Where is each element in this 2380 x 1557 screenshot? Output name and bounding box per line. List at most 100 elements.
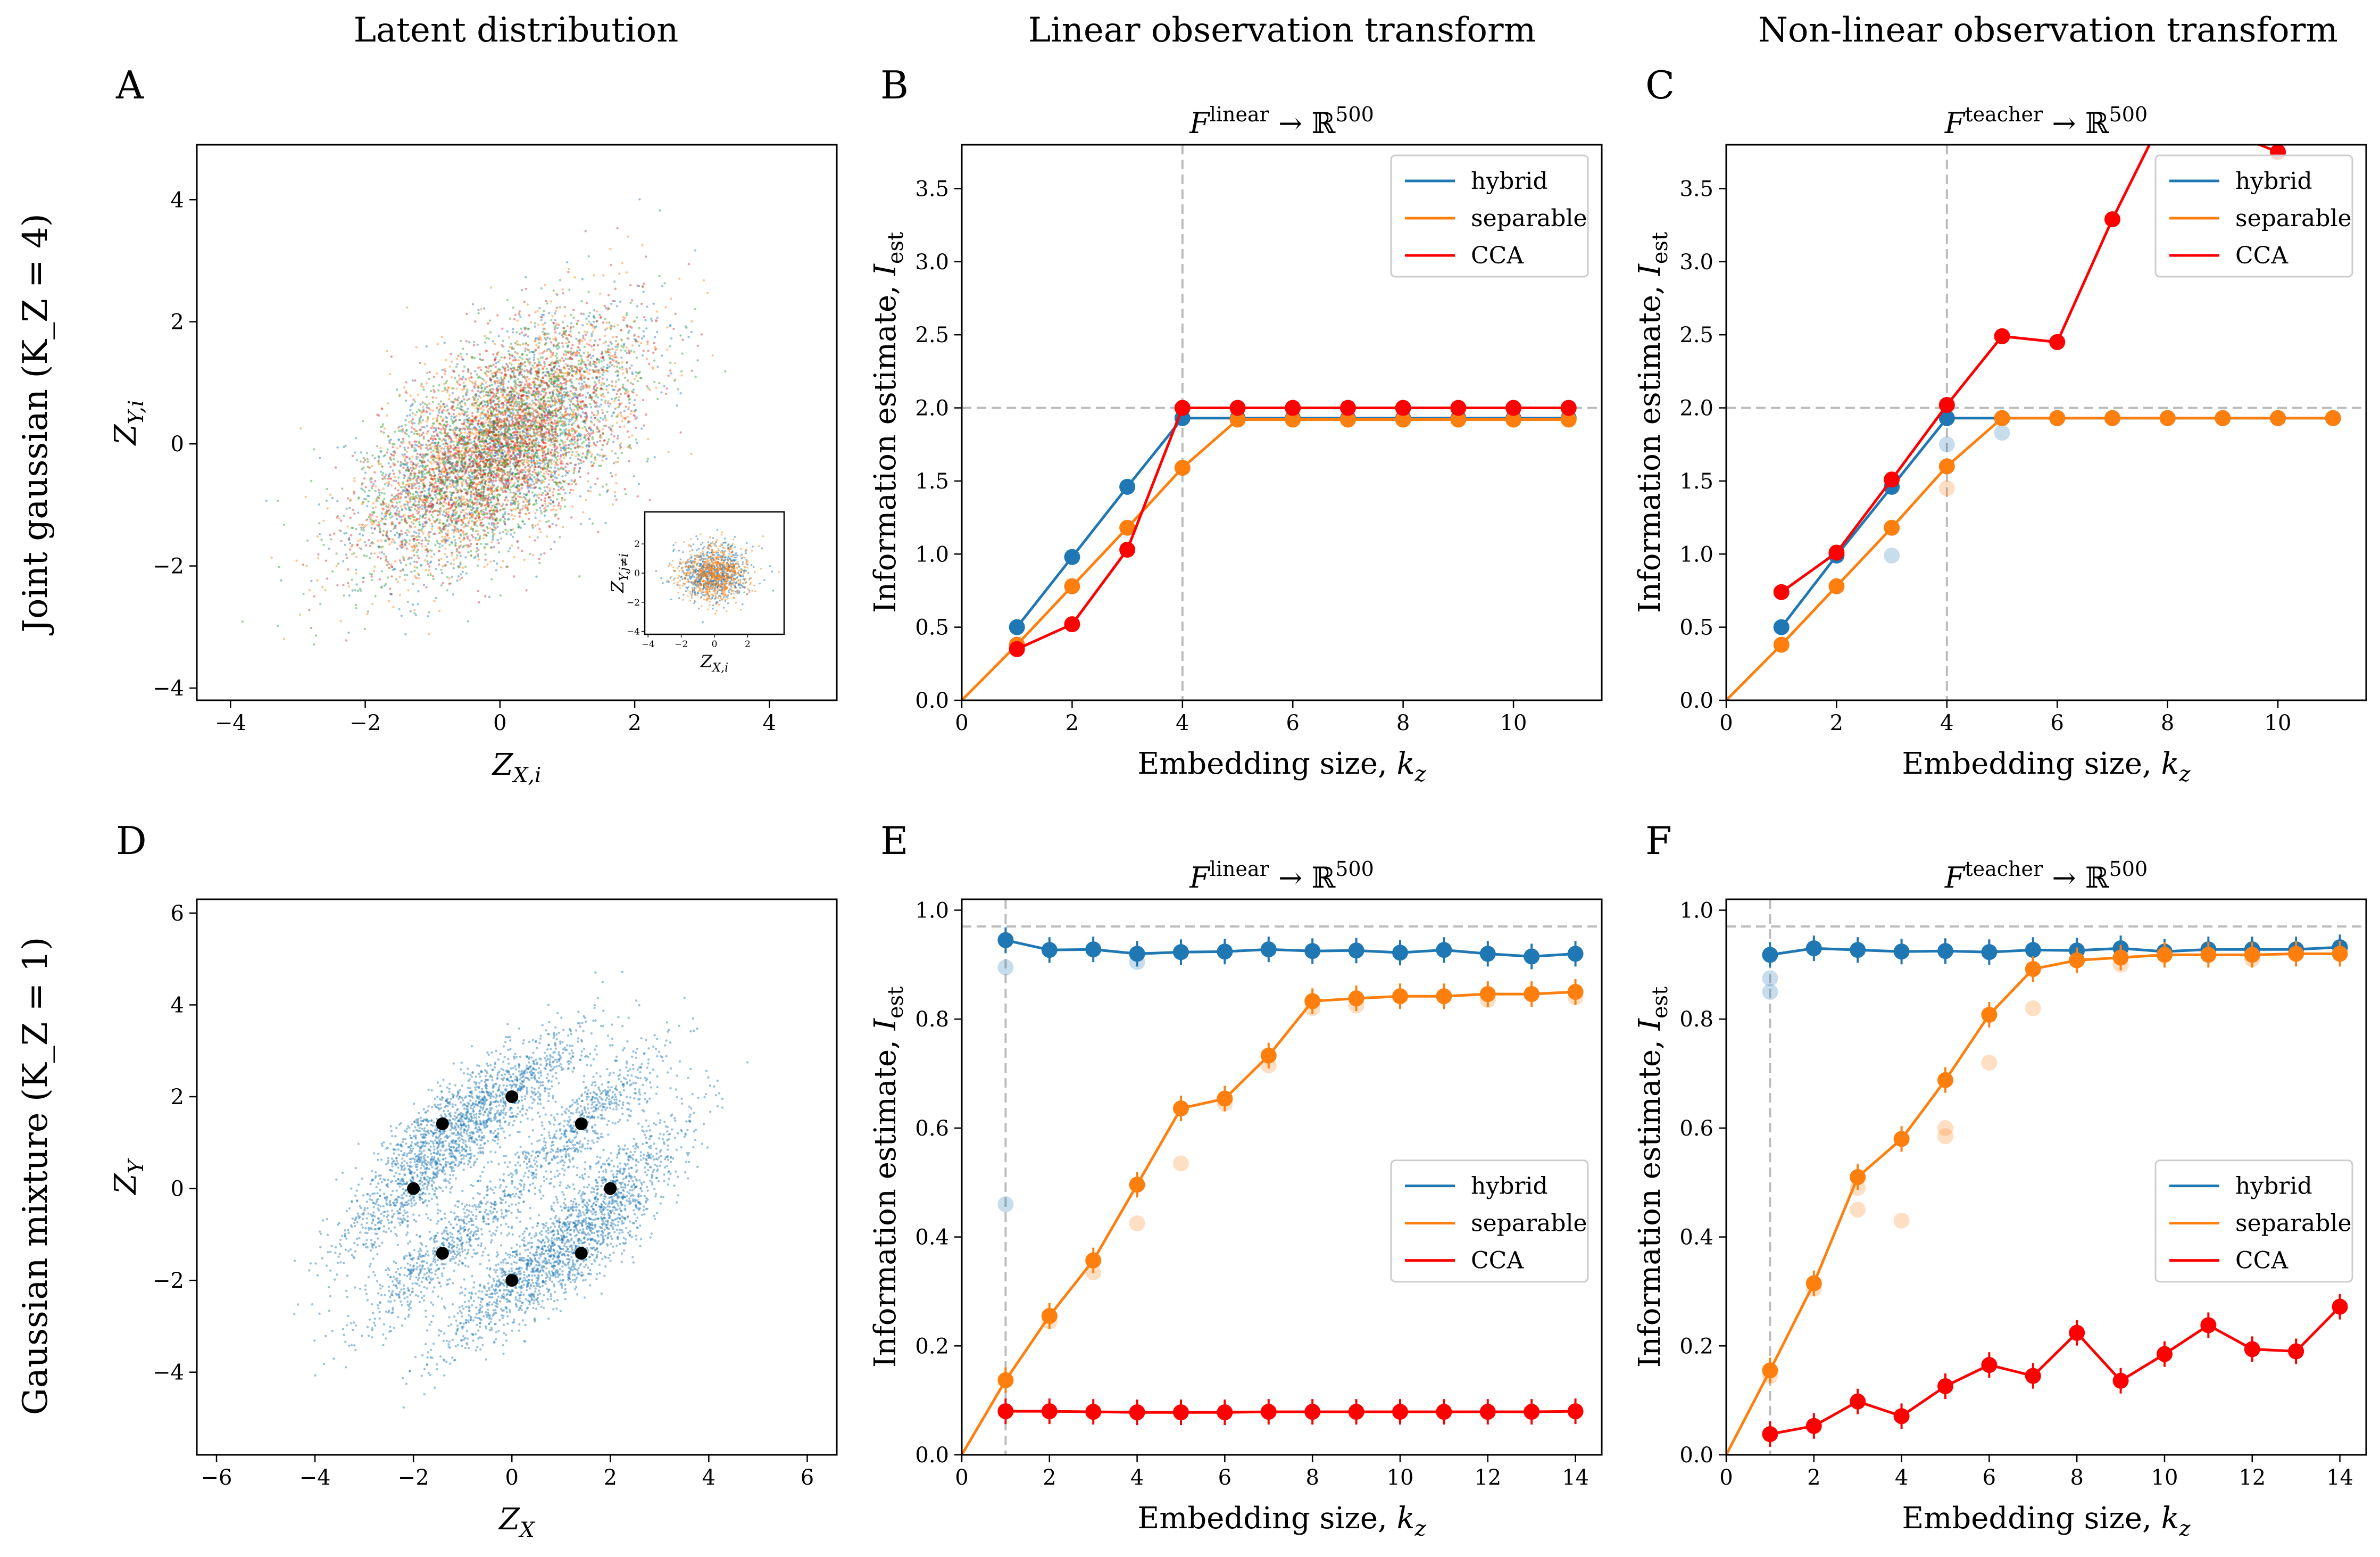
scatter-point — [410, 570, 413, 573]
scatter-point — [420, 498, 422, 501]
scatter-point — [435, 396, 438, 400]
scatter-point — [584, 338, 587, 341]
scatter-point — [489, 461, 493, 464]
scatter-point — [444, 386, 446, 390]
scatter-point — [438, 542, 441, 545]
scatter-point — [577, 437, 579, 440]
scatter-point — [572, 393, 575, 396]
scatter-point — [589, 363, 592, 366]
scatter-point — [559, 359, 562, 361]
scatter-point — [510, 533, 512, 536]
scatter-point — [605, 385, 608, 387]
scatter-point — [503, 377, 506, 379]
scatter-point — [575, 378, 578, 380]
scatter-point — [367, 610, 369, 613]
scatter-point — [487, 391, 490, 394]
scatter-point — [452, 518, 455, 521]
scatter-point — [480, 387, 483, 390]
scatter-point — [446, 529, 450, 532]
scatter-point — [587, 315, 590, 318]
scatter-point — [419, 564, 422, 567]
scatter-point — [512, 448, 514, 451]
scatter-point — [559, 536, 561, 539]
scatter-point — [460, 500, 462, 503]
scatter-point — [411, 402, 414, 405]
scatter-point — [669, 345, 671, 347]
scatter-point — [590, 453, 594, 456]
scatter-point — [588, 372, 590, 375]
scatter-point — [419, 410, 422, 412]
scatter-point — [339, 529, 342, 533]
scatter-point — [499, 433, 502, 436]
scatter-point — [564, 474, 567, 477]
scatter-point — [547, 520, 550, 523]
scatter-point — [588, 441, 591, 444]
scatter-point — [482, 537, 485, 540]
scatter-point — [500, 384, 503, 386]
scatter-point — [366, 494, 369, 497]
scatter-point — [635, 338, 637, 342]
scatter-point — [489, 560, 492, 563]
scatter-point — [377, 455, 380, 458]
scatter-point — [593, 386, 596, 388]
scatter-point — [468, 449, 471, 452]
scatter-point — [462, 495, 465, 499]
scatter-point — [432, 417, 435, 420]
scatter-point — [439, 479, 442, 482]
scatter-point — [601, 454, 604, 457]
scatter-point — [606, 367, 609, 369]
scatter-point — [408, 420, 411, 424]
scatter-point — [455, 437, 458, 440]
scatter-point — [380, 539, 383, 542]
scatter-point — [423, 507, 427, 509]
scatter-point — [378, 491, 381, 494]
scatter-point — [377, 521, 380, 524]
scatter-point — [547, 492, 550, 495]
scatter-point — [424, 466, 427, 469]
scatter-point — [499, 368, 502, 371]
panel-letter-a: A — [115, 63, 144, 107]
scatter-point — [605, 321, 608, 324]
scatter-point — [508, 422, 511, 425]
scatter-point — [590, 416, 593, 419]
scatter-point — [500, 488, 502, 491]
scatter-point — [487, 484, 490, 487]
scatter-point — [427, 540, 430, 543]
scatter-point — [413, 446, 416, 450]
scatter-point — [627, 445, 629, 448]
scatter-point — [521, 358, 524, 360]
row-title-gaussian-mixture: Gaussian mixture (K_Z = 1) — [16, 937, 55, 1415]
scatter-point — [438, 384, 440, 387]
scatter-point — [613, 491, 617, 493]
scatter-point — [278, 566, 280, 568]
scatter-point — [560, 406, 562, 409]
scatter-point — [342, 560, 345, 562]
scatter-point — [528, 378, 531, 380]
scatter-point — [437, 403, 440, 405]
scatter-point — [514, 493, 517, 495]
scatter-point — [449, 524, 452, 527]
scatter-point — [571, 397, 573, 400]
scatter-point — [510, 363, 513, 366]
scatter-point — [455, 449, 458, 452]
scatter-point — [506, 530, 509, 533]
scatter-point — [562, 447, 565, 450]
scatter-point — [501, 380, 503, 383]
scatter-point — [356, 590, 360, 592]
scatter-point — [487, 337, 490, 340]
scatter-point — [627, 235, 629, 238]
scatter-point — [468, 377, 471, 380]
column-title-nonlinear: Non-linear observation transform — [1758, 11, 2338, 50]
scatter-point — [583, 380, 586, 384]
scatter-point — [599, 434, 602, 437]
scatter-point — [413, 560, 416, 563]
scatter-point — [358, 523, 361, 526]
scatter-point — [617, 460, 620, 463]
scatter-point — [538, 486, 540, 490]
scatter-point — [590, 461, 593, 463]
scatter-point — [562, 405, 565, 408]
scatter-point — [415, 545, 418, 548]
scatter-point — [621, 420, 623, 423]
scatter-point — [580, 300, 583, 303]
scatter-point — [617, 399, 620, 402]
